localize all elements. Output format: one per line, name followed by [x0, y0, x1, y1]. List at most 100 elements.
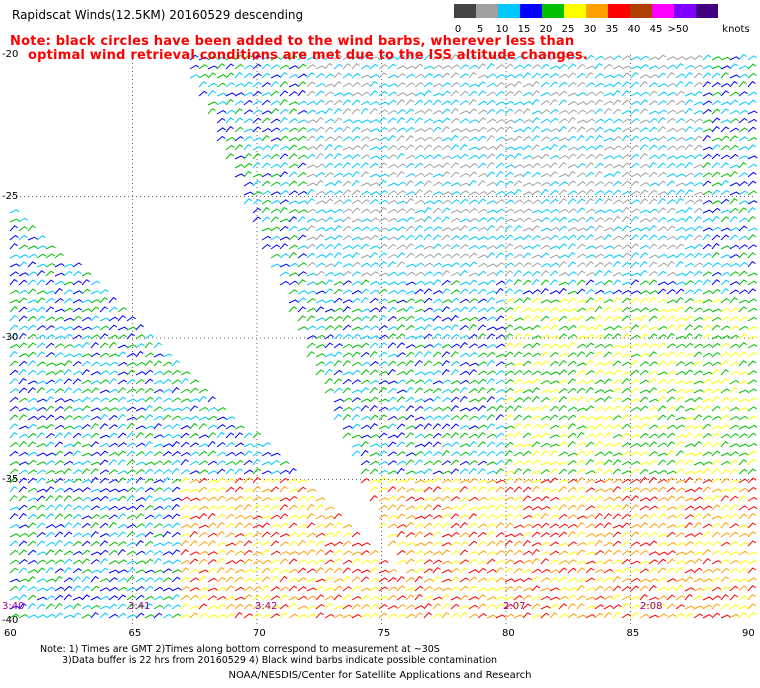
- wind-barb: [729, 135, 739, 142]
- wind-barb: [594, 585, 604, 592]
- wind-barb: [522, 163, 533, 169]
- wind-barb: [666, 308, 677, 313]
- wind-barb: [513, 90, 523, 97]
- wind-barb: [180, 371, 191, 376]
- colorbar-segment: [630, 4, 652, 18]
- wind-barb: [351, 379, 361, 385]
- wind-barb: [585, 441, 595, 448]
- wind-barb: [459, 522, 468, 529]
- wind-barb: [531, 441, 541, 448]
- wind-barb: [666, 117, 676, 124]
- wind-barb: [387, 406, 398, 412]
- wind-barb: [351, 162, 361, 169]
- wind-barb: [540, 92, 551, 97]
- wind-barb: [432, 271, 443, 277]
- wind-barb: [657, 505, 667, 511]
- wind-barb: [549, 477, 559, 484]
- wind-barb: [711, 504, 721, 511]
- wind-barb: [369, 314, 378, 322]
- wind-barb: [441, 549, 451, 556]
- wind-barb: [360, 162, 369, 169]
- wind-barb: [234, 468, 244, 475]
- wind-barb: [189, 505, 200, 511]
- wind-barb: [666, 136, 677, 142]
- wind-barb: [36, 488, 47, 493]
- wind-barb: [594, 91, 604, 97]
- wind-barb: [387, 109, 398, 115]
- wind-barb: [711, 361, 722, 367]
- wind-barb: [747, 326, 758, 331]
- wind-barb: [531, 513, 541, 520]
- wind-barb: [522, 423, 532, 430]
- wind-barb: [495, 208, 506, 214]
- wind-barb: [513, 486, 523, 493]
- wind-barb: [477, 162, 487, 169]
- wind-barb: [342, 55, 352, 61]
- wind-barb: [36, 567, 46, 574]
- wind-barb: [387, 290, 398, 295]
- wind-barb: [441, 90, 451, 97]
- wind-barb: [459, 432, 469, 439]
- wind-barb: [720, 297, 730, 304]
- wind-barb: [414, 308, 425, 313]
- wind-barb: [738, 425, 749, 430]
- wind-barb: [414, 262, 425, 268]
- wind-barb: [594, 460, 605, 466]
- wind-barb: [414, 612, 424, 619]
- wind-barb: [441, 216, 451, 223]
- colorbar-label: 30: [583, 24, 597, 35]
- wind-barb: [360, 335, 371, 340]
- wind-barb: [162, 596, 173, 601]
- wind-barb: [486, 99, 496, 106]
- wind-barb: [261, 576, 271, 583]
- wind-barb: [594, 297, 604, 304]
- wind-barb: [342, 414, 351, 421]
- wind-barb: [90, 596, 101, 601]
- wind-barb: [279, 181, 290, 187]
- wind-barb: [333, 252, 342, 259]
- wind-barb: [648, 198, 658, 205]
- wind-barb: [648, 584, 657, 592]
- wind-barb: [378, 90, 388, 97]
- wind-barb: [243, 586, 254, 592]
- wind-barb: [567, 460, 577, 466]
- wind-barb: [585, 245, 596, 250]
- wind-barb: [513, 513, 523, 520]
- wind-barb: [477, 324, 487, 331]
- wind-barb: [711, 271, 722, 277]
- wind-barb: [558, 55, 568, 61]
- wind-barb: [297, 306, 307, 313]
- wind-barb: [657, 334, 667, 340]
- wind-barb: [567, 387, 577, 394]
- wind-barb: [459, 325, 469, 331]
- wind-barb: [90, 361, 101, 367]
- wind-barb: [45, 441, 55, 448]
- wind-barb: [315, 497, 326, 502]
- wind-barb: [405, 487, 416, 493]
- wind-barb: [594, 369, 604, 376]
- wind-barb: [216, 442, 226, 448]
- wind-barb: [117, 577, 128, 583]
- wind-barb: [36, 370, 46, 376]
- wind-barb: [387, 415, 398, 421]
- wind-barb: [504, 603, 514, 610]
- wind-barb: [468, 98, 477, 106]
- wind-barb: [504, 441, 514, 448]
- wind-barb: [108, 613, 119, 619]
- wind-barb: [81, 279, 90, 286]
- wind-barb: [261, 172, 272, 178]
- wind-barb: [315, 163, 326, 169]
- wind-barb: [396, 135, 405, 142]
- wind-barb: [549, 388, 560, 394]
- wind-barb: [153, 557, 162, 565]
- wind-barb: [513, 317, 524, 322]
- wind-barb: [180, 477, 190, 484]
- wind-barb: [612, 540, 622, 547]
- wind-barb: [243, 540, 253, 547]
- wind-barb: [45, 352, 55, 358]
- wind-barb: [549, 81, 559, 88]
- wind-barb: [369, 559, 379, 565]
- wind-barb: [99, 567, 109, 574]
- wind-barb: [576, 549, 586, 556]
- wind-barb: [351, 361, 362, 367]
